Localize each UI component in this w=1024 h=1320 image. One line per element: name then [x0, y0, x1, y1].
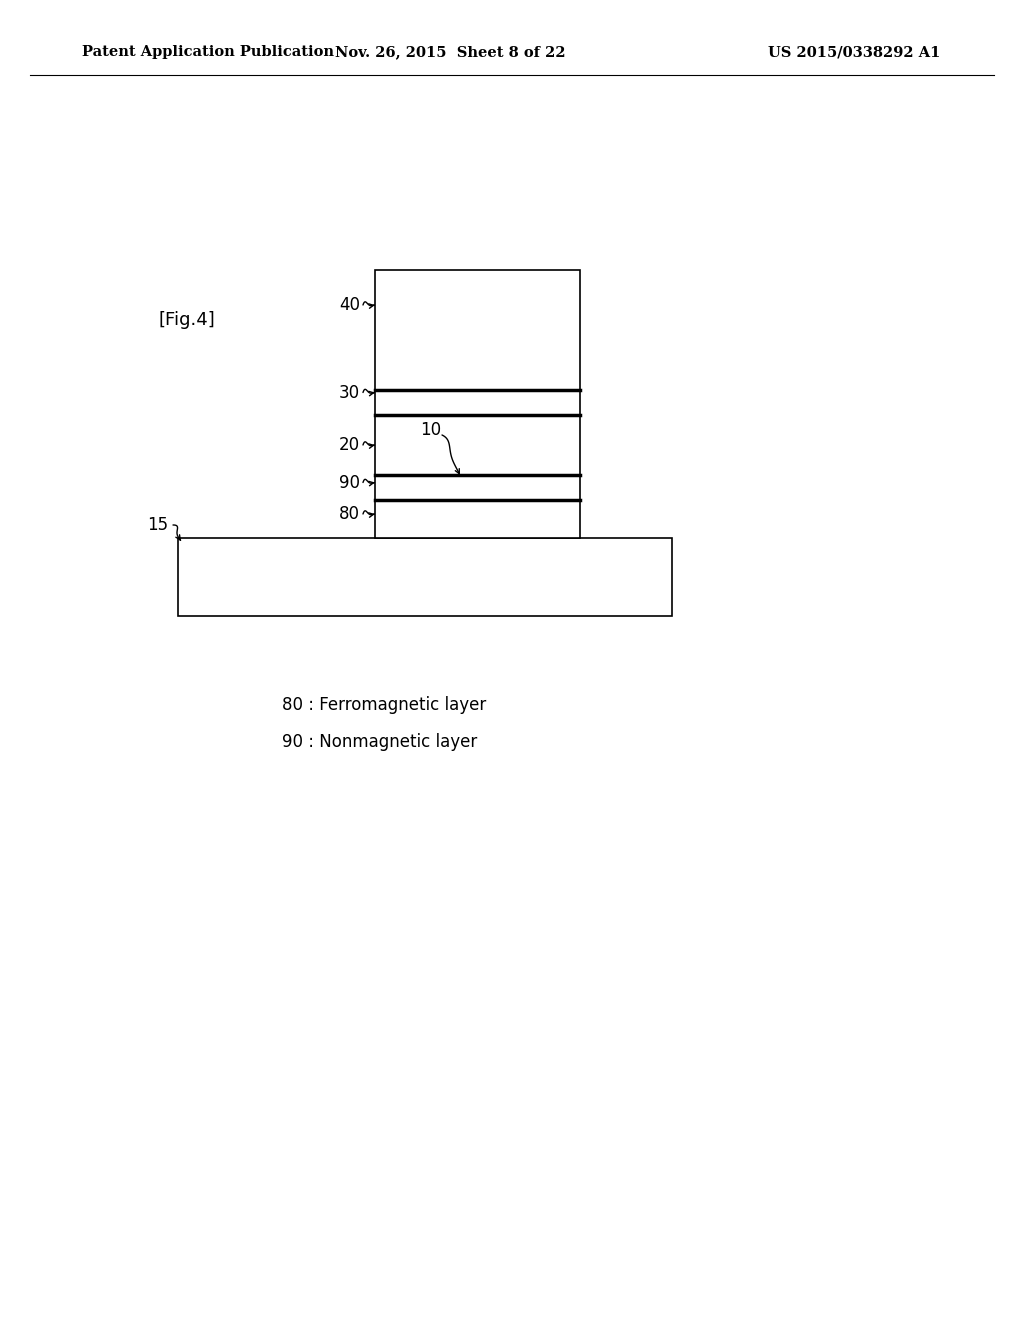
Text: 40: 40 — [339, 296, 360, 314]
Text: US 2015/0338292 A1: US 2015/0338292 A1 — [768, 45, 940, 59]
Text: Patent Application Publication: Patent Application Publication — [82, 45, 334, 59]
Bar — [375, 271, 580, 389]
Text: 15: 15 — [146, 516, 168, 535]
Bar — [375, 475, 580, 500]
Text: 90 : Nonmagnetic layer: 90 : Nonmagnetic layer — [282, 733, 477, 751]
Text: 20: 20 — [339, 436, 360, 454]
Bar — [178, 539, 672, 616]
Bar — [375, 500, 580, 539]
Text: Nov. 26, 2015  Sheet 8 of 22: Nov. 26, 2015 Sheet 8 of 22 — [335, 45, 565, 59]
Text: 90: 90 — [339, 474, 360, 491]
Text: [Fig.4]: [Fig.4] — [158, 312, 215, 329]
Bar — [375, 389, 580, 414]
Text: 80: 80 — [339, 506, 360, 523]
Text: 10: 10 — [420, 421, 441, 440]
Text: 80 : Ferromagnetic layer: 80 : Ferromagnetic layer — [282, 696, 486, 714]
Bar — [375, 414, 580, 475]
Text: 30: 30 — [339, 384, 360, 401]
